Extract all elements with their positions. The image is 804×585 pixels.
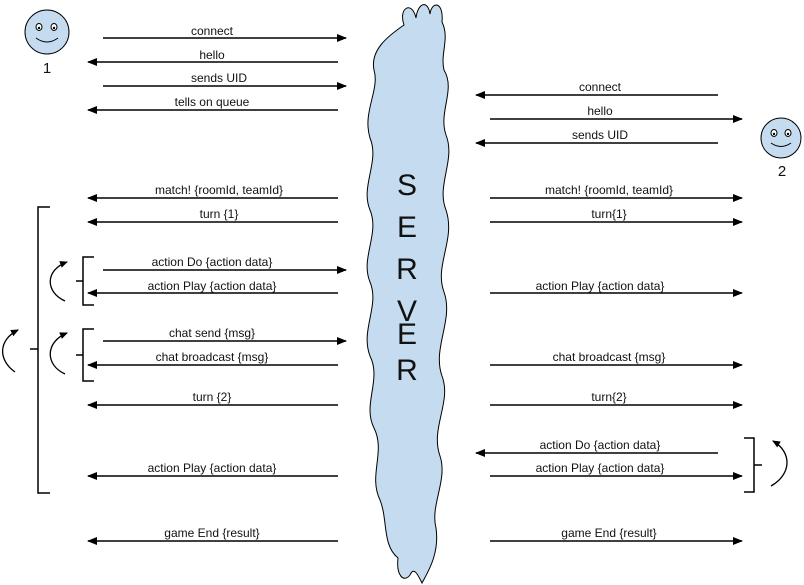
left-label-connect: connect: [191, 24, 234, 38]
right-label-turn-1: turn{1}: [591, 207, 626, 221]
client-2-label: 2: [778, 163, 786, 180]
left-label-hello: hello: [199, 48, 225, 62]
server-letter-5: E: [397, 318, 417, 351]
right-label-match: match! {roomId, teamId}: [545, 183, 673, 197]
left-label-turn-1: turn {1}: [200, 207, 239, 221]
left-label-action-play: action Play {action data}: [148, 279, 277, 293]
right-action-group: [744, 437, 788, 493]
server-letter-4: V: [397, 295, 417, 328]
right-label-action-play: action Play {action data}: [536, 279, 665, 293]
server-cloud: S E R V E R: [366, 4, 450, 585]
left-brackets: [30, 206, 94, 494]
left-label-chat-broadcast: chat broadcast {msg}: [156, 350, 269, 364]
server-letter-2: E: [397, 211, 417, 244]
client-1-smiley-icon: [24, 9, 70, 55]
left-messages: connect hello sends UID tells on queue m…: [87, 24, 347, 545]
right-label-hello: hello: [587, 104, 613, 118]
game-loop-bracket: [30, 206, 50, 494]
right-action-loop-icon: [770, 440, 788, 487]
left-label-action-do: action Do {action data}: [152, 255, 273, 269]
server-letter-6: R: [396, 354, 418, 387]
right-label-connect: connect: [579, 80, 622, 94]
client-2-smiley-icon: [760, 117, 802, 159]
action-bracket: [76, 256, 94, 306]
right-label-turn-2: turn{2}: [591, 390, 626, 404]
left-label-chat-send: chat send {msg}: [169, 326, 255, 340]
chat-bracket: [76, 328, 94, 382]
right-action-bracket: [744, 437, 762, 493]
left-label-turn-2: turn {2}: [193, 390, 232, 404]
action-loop-icon: [49, 261, 68, 302]
server-letter-1: S: [397, 169, 417, 202]
game-loop-icon: [1, 329, 19, 373]
left-label-game-end: game End {result}: [164, 526, 259, 540]
left-label-tells-on-queue: tells on queue: [175, 95, 250, 109]
left-loop-icons: [1, 261, 68, 375]
right-label-action-do: action Do {action data}: [540, 438, 661, 452]
client-1-label: 1: [43, 60, 51, 77]
chat-loop-icon: [49, 332, 68, 375]
left-label-action-play-2: action Play {action data}: [148, 461, 277, 475]
server-cloud-shape: [366, 4, 450, 585]
server-letter-3: R: [396, 253, 418, 286]
right-messages: connect hello sends UID match! {roomId, …: [475, 80, 743, 545]
left-label-match: match! {roomId, teamId}: [155, 183, 283, 197]
right-label-sends-uid: sends UID: [572, 128, 628, 142]
right-label-game-end: game End {result}: [561, 526, 656, 540]
right-label-chat-broadcast: chat broadcast {msg}: [553, 350, 666, 364]
left-label-sends-uid: sends UID: [191, 71, 247, 85]
right-label-action-play-2: action Play {action data}: [536, 461, 665, 475]
